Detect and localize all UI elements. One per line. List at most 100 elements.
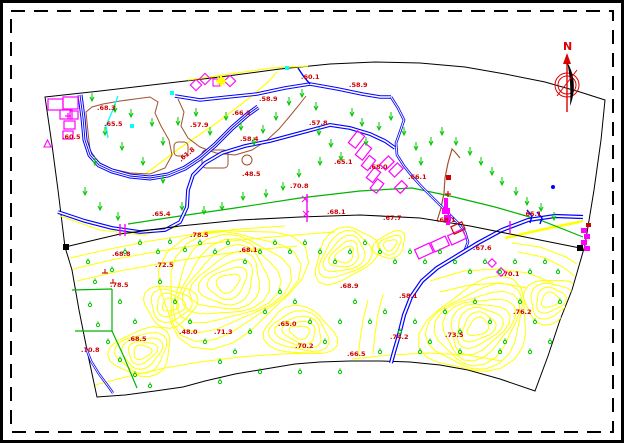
vegetation-layer xyxy=(82,89,563,389)
spot-elevation-label: .66.5 xyxy=(347,350,366,358)
building-outline xyxy=(354,141,373,162)
parcel-line-layer xyxy=(71,187,584,389)
diamond-symbol xyxy=(198,72,212,86)
tree-symbol xyxy=(280,182,286,192)
structure-filled xyxy=(581,228,587,233)
red-marker-square xyxy=(446,175,451,180)
tree-symbol xyxy=(551,212,557,222)
tree-symbol xyxy=(524,197,530,207)
structure-filled xyxy=(446,221,450,225)
red-marker-square xyxy=(586,223,591,227)
spot-elevation-label: .58.4 xyxy=(240,135,259,143)
tree-symbol xyxy=(401,127,407,137)
tree-symbol xyxy=(82,187,88,197)
building-outline xyxy=(450,221,466,235)
diamond-symbol xyxy=(495,266,507,278)
spot-elevation-label: .76.2 xyxy=(513,308,532,316)
diamond-symbol xyxy=(189,78,203,92)
tree-symbol xyxy=(349,108,355,118)
dirt-circle xyxy=(241,154,253,166)
bush-symbol xyxy=(297,369,303,375)
well-symbol xyxy=(170,91,174,95)
well-symbol xyxy=(130,124,134,128)
tree-symbol xyxy=(223,112,229,122)
spot-elevation-label: .66.1 xyxy=(408,173,427,181)
structure-filled xyxy=(584,234,590,239)
spot-elevation-label: .73.5 xyxy=(445,331,464,339)
building-outline xyxy=(63,120,76,130)
tree-symbol xyxy=(363,137,369,147)
building-layer xyxy=(43,72,591,284)
spot-elevation-label: .66.2 xyxy=(232,109,251,117)
spot-elevation-label: .57.9 xyxy=(190,121,209,129)
structure-filled xyxy=(442,208,450,214)
spot-elevation-label: .70.8 xyxy=(290,182,309,190)
building-outline xyxy=(388,162,404,178)
spot-elevation-label: .65.0 xyxy=(278,320,297,328)
building-outline xyxy=(365,166,382,184)
benchmark-square xyxy=(577,245,583,251)
tree-symbol xyxy=(240,192,246,202)
structure-filled xyxy=(584,246,590,251)
contour-layer xyxy=(69,225,580,386)
tree-symbol xyxy=(453,137,459,147)
spot-elevation-label: .60.5 xyxy=(62,133,81,141)
tree-symbol xyxy=(439,127,445,137)
building-outline xyxy=(413,242,435,260)
spot-elevation-label: .70.1 xyxy=(501,270,520,278)
spot-elevation-label: .65.1 xyxy=(523,210,542,218)
spot-elevation-label: .48.5 xyxy=(242,170,261,178)
compass-shadow-lens xyxy=(567,62,574,106)
tree-symbol xyxy=(201,206,207,216)
tree-symbol xyxy=(251,137,257,147)
bush-symbol xyxy=(257,369,263,375)
spot-elevation-label: .68.1 xyxy=(239,246,258,254)
pond-dot xyxy=(551,185,555,189)
tree-symbol xyxy=(317,157,323,167)
building-outline xyxy=(393,179,409,195)
spot-elevation-label: .68.1 xyxy=(327,208,346,216)
spot-elevation-label: .58.9 xyxy=(349,81,368,89)
building-outline xyxy=(369,177,385,195)
tree-symbol xyxy=(428,137,434,147)
spot-elevation-layer: .68.3 .65.5 .60.5 .57.9 .66.2 .58.9 .60.1 .58.9… xyxy=(62,73,542,358)
tree-symbol xyxy=(160,175,166,185)
tree-symbol xyxy=(179,202,185,212)
bush-symbol xyxy=(337,369,343,375)
orchard-plot xyxy=(173,141,189,157)
tree-symbol xyxy=(538,203,544,213)
tree-symbol xyxy=(513,187,519,197)
tree-symbol xyxy=(489,167,495,177)
tree-symbol xyxy=(467,147,473,157)
tree-symbol xyxy=(92,157,98,167)
spot-elevation-label: .68.3 xyxy=(97,104,116,112)
structure-filled xyxy=(444,215,451,221)
building-outline xyxy=(379,155,395,171)
diamond-symbol xyxy=(223,74,237,88)
tree-symbol xyxy=(160,137,166,147)
building-outline xyxy=(69,110,79,120)
compass-circle-inner xyxy=(557,75,577,95)
tree-symbol xyxy=(359,118,365,128)
tree-symbol xyxy=(413,142,419,152)
tree-symbol xyxy=(263,189,269,199)
building-outline xyxy=(59,109,73,120)
spot-elevation-label: .48.0 xyxy=(179,328,198,336)
tree-symbol xyxy=(219,202,225,212)
spot-elevation-label: .71.3 xyxy=(214,328,233,336)
triangle-symbol xyxy=(43,138,52,148)
bush-symbol xyxy=(217,379,223,385)
spot-elevation-label: .57.8 xyxy=(309,119,328,127)
spot-elevation-label: .65.4 xyxy=(152,210,171,218)
structure-filled xyxy=(581,240,587,245)
tree-symbol xyxy=(89,93,95,103)
tree-symbol xyxy=(112,104,118,114)
building-outline xyxy=(62,96,79,110)
tree-symbol xyxy=(499,177,505,187)
tree-symbol xyxy=(207,127,213,137)
tree-symbol xyxy=(478,157,484,167)
building-outline xyxy=(360,154,377,172)
